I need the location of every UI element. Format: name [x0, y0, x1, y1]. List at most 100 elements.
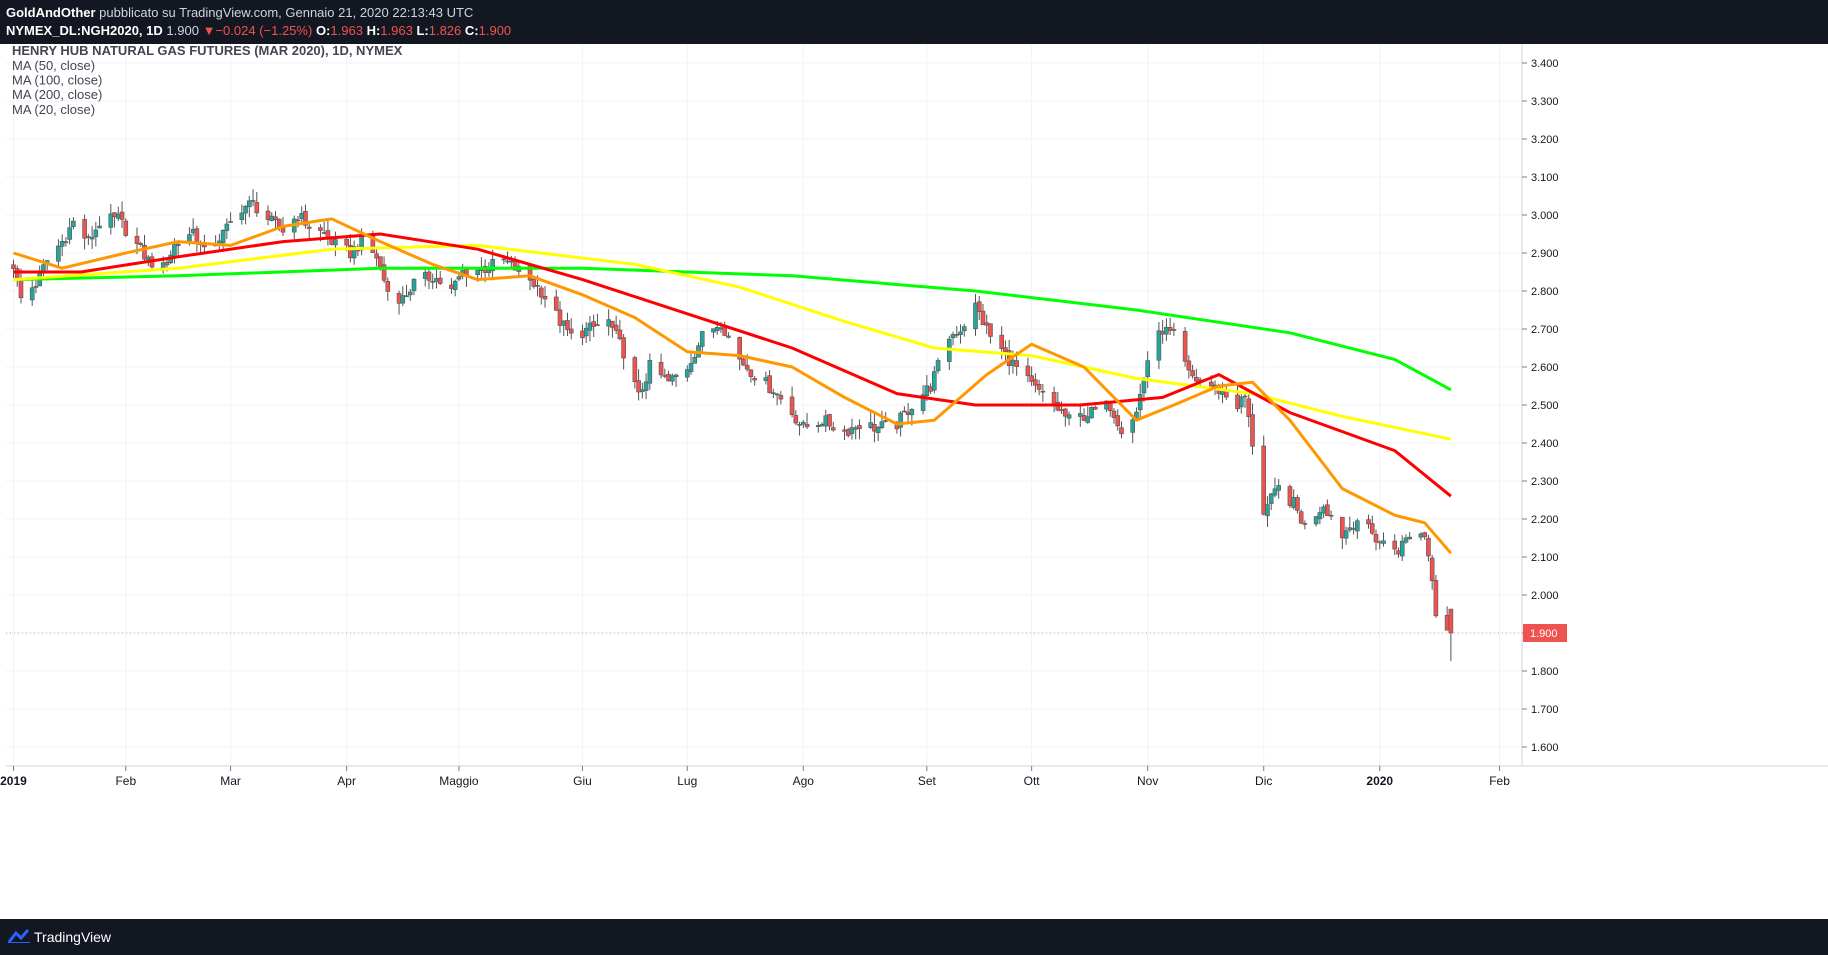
- candle-body: [1373, 533, 1379, 543]
- candle: [591, 314, 596, 337]
- candle-body: [385, 281, 391, 292]
- candle: [1242, 392, 1248, 408]
- candle-body: [265, 210, 271, 220]
- candle: [407, 288, 413, 301]
- candle: [1137, 383, 1143, 420]
- last-price-badge: [1523, 624, 1567, 642]
- candle: [1317, 506, 1323, 525]
- candle-body: [1381, 540, 1386, 544]
- candle: [1063, 407, 1068, 427]
- candle: [175, 242, 181, 257]
- candle: [86, 233, 91, 246]
- open-label: O:: [315, 23, 331, 38]
- x-tick-label: Giu: [573, 774, 592, 788]
- candle: [452, 279, 458, 297]
- candle: [437, 270, 443, 285]
- candle-body: [1111, 410, 1117, 418]
- candle-body: [932, 371, 937, 391]
- candle: [250, 189, 256, 207]
- candle: [1089, 406, 1094, 419]
- candle: [1399, 535, 1405, 561]
- candle-body: [954, 334, 960, 336]
- y-tick-label: 2.600: [1531, 362, 1559, 374]
- candle: [935, 357, 941, 374]
- candle-body: [669, 375, 675, 382]
- y-tick-label: 2.500: [1531, 400, 1559, 412]
- candle-body: [86, 236, 91, 238]
- candle: [385, 277, 391, 301]
- candle-body: [905, 411, 911, 416]
- candle: [726, 332, 731, 339]
- candle: [1246, 392, 1252, 428]
- candle-body: [1313, 516, 1319, 525]
- ma20-line: [13, 217, 1453, 555]
- candle-body: [1137, 393, 1143, 411]
- candle: [273, 211, 278, 231]
- candle-body: [1317, 512, 1323, 520]
- candle: [224, 218, 230, 239]
- candle: [741, 357, 746, 366]
- tradingview-brand[interactable]: TradingView: [34, 929, 112, 945]
- candle-body: [299, 213, 305, 219]
- candle: [793, 410, 799, 426]
- candle: [875, 425, 881, 442]
- candle: [643, 373, 649, 400]
- candle-body: [793, 415, 799, 424]
- y-tick-label: 2.100: [1531, 552, 1559, 564]
- candle-body: [172, 244, 177, 257]
- candle: [426, 267, 432, 290]
- candle-body: [321, 232, 327, 234]
- candle-body: [561, 320, 567, 326]
- candle-body: [1182, 331, 1188, 362]
- candle-body: [973, 302, 978, 330]
- candle-body: [591, 321, 596, 327]
- candle-body: [1156, 330, 1162, 361]
- candle: [1145, 351, 1150, 388]
- tradingview-logo-icon[interactable]: [8, 929, 30, 943]
- candle-body: [714, 326, 720, 331]
- candle: [1182, 326, 1188, 367]
- candle-body: [748, 369, 754, 377]
- symbol-label: NYMEX_DL:NGH2020, 1D: [6, 23, 163, 38]
- price-chart[interactable]: 3.400 3.300 3.200 3.100 3.000 2.900 2.800 2.700…: [0, 44, 1828, 919]
- candle: [1040, 383, 1046, 402]
- candle-body: [857, 425, 862, 430]
- candle: [920, 385, 926, 415]
- candle-body: [295, 219, 301, 222]
- candle-body: [378, 256, 383, 268]
- y-tick-label: 2.900: [1531, 248, 1559, 260]
- author-name[interactable]: GoldAndOther: [6, 5, 96, 20]
- candle: [669, 373, 675, 386]
- candle-body: [115, 213, 121, 219]
- candle: [119, 201, 125, 229]
- x-tick-label: Maggio: [439, 774, 479, 788]
- candles: [11, 189, 1454, 662]
- candle-body: [771, 392, 776, 395]
- candle: [1025, 357, 1031, 383]
- candle-body: [254, 202, 260, 214]
- candle-body: [1418, 533, 1424, 538]
- candle: [688, 353, 694, 376]
- y-tick-label: 3.000: [1531, 210, 1559, 222]
- candle-body: [1276, 485, 1281, 491]
- candle: [988, 323, 993, 344]
- candle-body: [452, 280, 458, 290]
- candle-body: [1033, 379, 1038, 386]
- candle-body: [797, 423, 802, 426]
- candle-body: [333, 239, 338, 246]
- candle-body: [1250, 414, 1255, 447]
- candle: [29, 279, 35, 306]
- footer-bar: TradingView: [0, 919, 1828, 955]
- candle-body: [1036, 383, 1042, 390]
- candle: [774, 392, 780, 406]
- y-tick-label: 1.800: [1531, 666, 1559, 678]
- candle-body: [1160, 330, 1165, 335]
- candle-body: [93, 229, 99, 238]
- change-down-icon: ▼: [202, 23, 216, 38]
- candle: [1250, 403, 1255, 455]
- candle-body: [33, 286, 39, 288]
- candle: [56, 239, 61, 266]
- y-tick-label: 1.600: [1531, 742, 1559, 754]
- candle-body: [430, 280, 436, 283]
- candle: [902, 406, 907, 413]
